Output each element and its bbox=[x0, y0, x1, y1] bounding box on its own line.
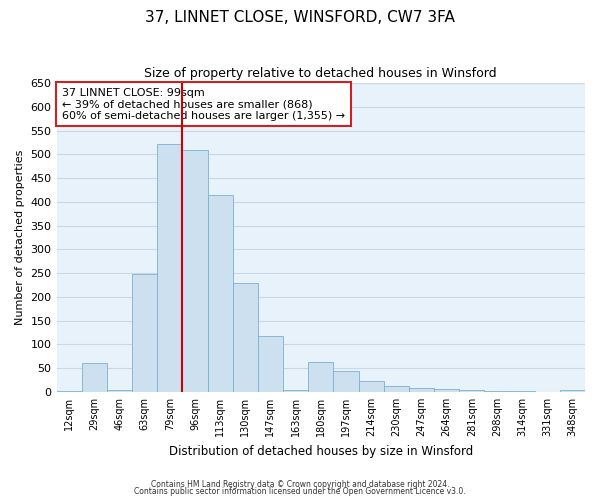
Bar bbox=[157, 144, 182, 392]
Text: Contains public sector information licensed under the Open Government Licence v3: Contains public sector information licen… bbox=[134, 488, 466, 496]
Bar bbox=[509, 391, 535, 392]
Text: 37 LINNET CLOSE: 99sqm
← 39% of detached houses are smaller (868)
60% of semi-de: 37 LINNET CLOSE: 99sqm ← 39% of detached… bbox=[62, 88, 345, 121]
Bar bbox=[107, 390, 132, 392]
Bar bbox=[233, 283, 258, 392]
Text: Contains HM Land Registry data © Crown copyright and database right 2024.: Contains HM Land Registry data © Crown c… bbox=[151, 480, 449, 489]
Bar bbox=[459, 390, 484, 392]
Y-axis label: Number of detached properties: Number of detached properties bbox=[15, 150, 25, 325]
Text: 37, LINNET CLOSE, WINSFORD, CW7 3FA: 37, LINNET CLOSE, WINSFORD, CW7 3FA bbox=[145, 10, 455, 25]
Bar bbox=[182, 150, 208, 392]
Bar bbox=[208, 194, 233, 392]
X-axis label: Distribution of detached houses by size in Winsford: Distribution of detached houses by size … bbox=[169, 444, 473, 458]
Bar bbox=[484, 390, 509, 392]
Bar bbox=[334, 370, 359, 392]
Bar bbox=[434, 389, 459, 392]
Bar bbox=[258, 336, 283, 392]
Bar bbox=[383, 386, 409, 392]
Title: Size of property relative to detached houses in Winsford: Size of property relative to detached ho… bbox=[145, 68, 497, 80]
Bar bbox=[283, 390, 308, 392]
Bar bbox=[56, 390, 82, 392]
Bar bbox=[560, 390, 585, 392]
Bar bbox=[132, 274, 157, 392]
Bar bbox=[409, 388, 434, 392]
Bar bbox=[359, 382, 383, 392]
Bar bbox=[308, 362, 334, 392]
Bar bbox=[82, 364, 107, 392]
